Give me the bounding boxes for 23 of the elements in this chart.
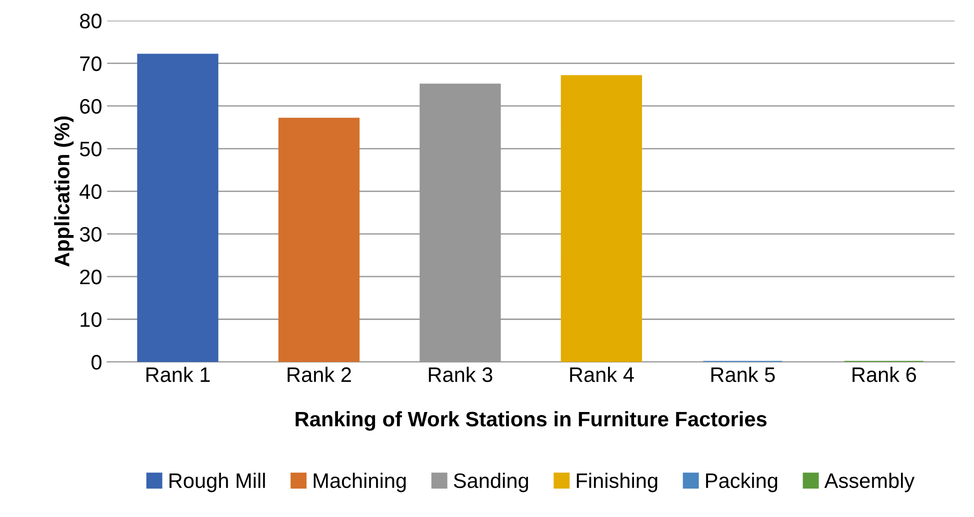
y-tick-label: 40 xyxy=(80,184,102,200)
y-tick-label: 80 xyxy=(80,14,102,28)
x-axis-title: Ranking of Work Stations in Furniture Factories xyxy=(296,411,767,431)
x-tick-label: Rank 3 xyxy=(428,366,492,382)
x-tick-label: Rank 6 xyxy=(852,366,916,382)
legend-label: Finishing xyxy=(576,472,658,492)
legend-label: Sanding xyxy=(454,472,528,492)
x-tick-label: Rank 2 xyxy=(288,366,351,382)
x-tick-label: Rank 4 xyxy=(570,366,634,382)
y-tick-label: 50 xyxy=(80,142,102,156)
x-tick-label: Rank 5 xyxy=(711,366,775,382)
legend-label: Assembly xyxy=(824,472,915,492)
y-tick-label: 70 xyxy=(80,56,102,72)
y-tick-label: 10 xyxy=(80,312,102,327)
y-tick-label: 30 xyxy=(80,226,102,242)
y-axis-title: Application (%) xyxy=(54,116,74,267)
y-tick-label: 60 xyxy=(80,98,102,114)
legend-label: Machining xyxy=(314,472,406,492)
x-tick-label: Rank 1 xyxy=(146,366,210,382)
legend-label: Packing xyxy=(706,472,778,492)
y-tick-label: 0 xyxy=(92,354,102,370)
legend-label: Rough Mill xyxy=(170,472,265,492)
y-tick-label: 20 xyxy=(80,270,102,284)
